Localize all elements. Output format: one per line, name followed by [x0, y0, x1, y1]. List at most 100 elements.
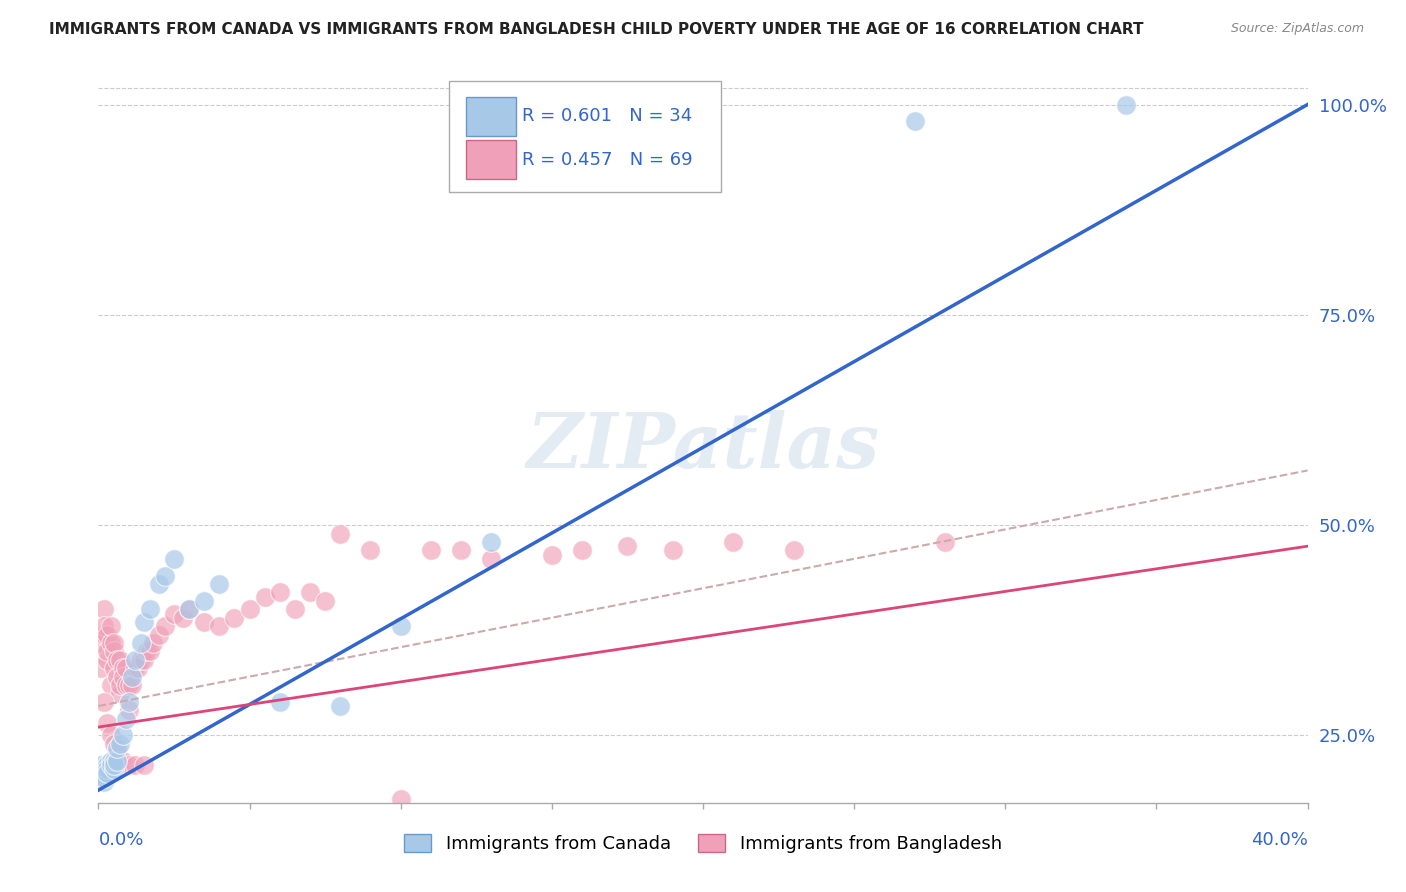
Point — [163, 607, 186, 621]
Point — [90, 661, 112, 675]
Point — [90, 636, 112, 650]
Point — [208, 619, 231, 633]
FancyBboxPatch shape — [465, 97, 516, 136]
Point — [100, 619, 122, 633]
FancyBboxPatch shape — [449, 81, 721, 192]
Point — [96, 762, 118, 776]
Point — [114, 712, 136, 726]
Point — [389, 619, 412, 633]
Point — [96, 627, 118, 641]
Point — [139, 644, 162, 658]
Point — [132, 615, 155, 629]
Point — [103, 758, 125, 772]
Point — [124, 653, 146, 667]
Point — [103, 644, 125, 658]
Point — [103, 636, 125, 650]
Point — [153, 619, 176, 633]
Point — [193, 594, 215, 608]
Point — [934, 535, 956, 549]
Point — [269, 585, 291, 599]
Point — [132, 653, 155, 667]
Point — [661, 543, 683, 558]
Point — [314, 594, 336, 608]
Point — [783, 543, 806, 558]
Point — [389, 791, 412, 805]
Point — [96, 653, 118, 667]
Point — [93, 619, 115, 633]
Point — [1115, 97, 1137, 112]
Point — [148, 627, 170, 641]
Point — [105, 653, 128, 667]
Point — [121, 678, 143, 692]
Text: 40.0%: 40.0% — [1251, 830, 1308, 848]
Text: R = 0.457   N = 69: R = 0.457 N = 69 — [522, 151, 692, 169]
Point — [103, 661, 125, 675]
Point — [208, 577, 231, 591]
Point — [179, 602, 201, 616]
Point — [108, 678, 131, 692]
Point — [284, 602, 307, 616]
Point — [103, 762, 125, 776]
Point — [118, 703, 141, 717]
Point — [540, 548, 562, 562]
Point — [100, 754, 122, 768]
Point — [571, 543, 593, 558]
Point — [105, 745, 128, 759]
FancyBboxPatch shape — [465, 140, 516, 178]
Point — [108, 653, 131, 667]
Point — [253, 590, 276, 604]
Point — [360, 543, 382, 558]
Point — [129, 653, 152, 667]
Point — [153, 568, 176, 582]
Point — [111, 670, 134, 684]
Point — [224, 610, 246, 624]
Point — [299, 585, 322, 599]
Point — [111, 729, 134, 743]
Point — [100, 636, 122, 650]
Point — [127, 661, 149, 675]
Text: R = 0.601   N = 34: R = 0.601 N = 34 — [522, 107, 692, 125]
Point — [96, 766, 118, 780]
Point — [329, 699, 352, 714]
Point — [118, 695, 141, 709]
Point — [481, 551, 503, 566]
Point — [108, 737, 131, 751]
Point — [239, 602, 262, 616]
Point — [105, 670, 128, 684]
Point — [129, 636, 152, 650]
Point — [132, 758, 155, 772]
Point — [481, 535, 503, 549]
Point — [193, 615, 215, 629]
Point — [103, 754, 125, 768]
Point — [111, 661, 134, 675]
Text: Source: ZipAtlas.com: Source: ZipAtlas.com — [1230, 22, 1364, 36]
Point — [103, 737, 125, 751]
Point — [93, 774, 115, 789]
Point — [105, 754, 128, 768]
Point — [96, 758, 118, 772]
Point — [105, 741, 128, 756]
Point — [142, 636, 165, 650]
Point — [139, 602, 162, 616]
Point — [96, 644, 118, 658]
Point — [124, 758, 146, 772]
Point — [420, 543, 443, 558]
Point — [148, 577, 170, 591]
Point — [450, 543, 472, 558]
Point — [118, 758, 141, 772]
Point — [329, 526, 352, 541]
Point — [179, 602, 201, 616]
Text: IMMIGRANTS FROM CANADA VS IMMIGRANTS FROM BANGLADESH CHILD POVERTY UNDER THE AGE: IMMIGRANTS FROM CANADA VS IMMIGRANTS FRO… — [49, 22, 1143, 37]
Point — [135, 644, 157, 658]
Text: 0.0%: 0.0% — [98, 830, 143, 848]
Point — [100, 758, 122, 772]
Legend: Immigrants from Canada, Immigrants from Bangladesh: Immigrants from Canada, Immigrants from … — [396, 827, 1010, 861]
Point — [121, 670, 143, 684]
Point — [163, 551, 186, 566]
Point — [93, 771, 115, 785]
Point — [111, 754, 134, 768]
Point — [172, 610, 194, 624]
Point — [616, 539, 638, 553]
Point — [93, 602, 115, 616]
Point — [904, 114, 927, 128]
